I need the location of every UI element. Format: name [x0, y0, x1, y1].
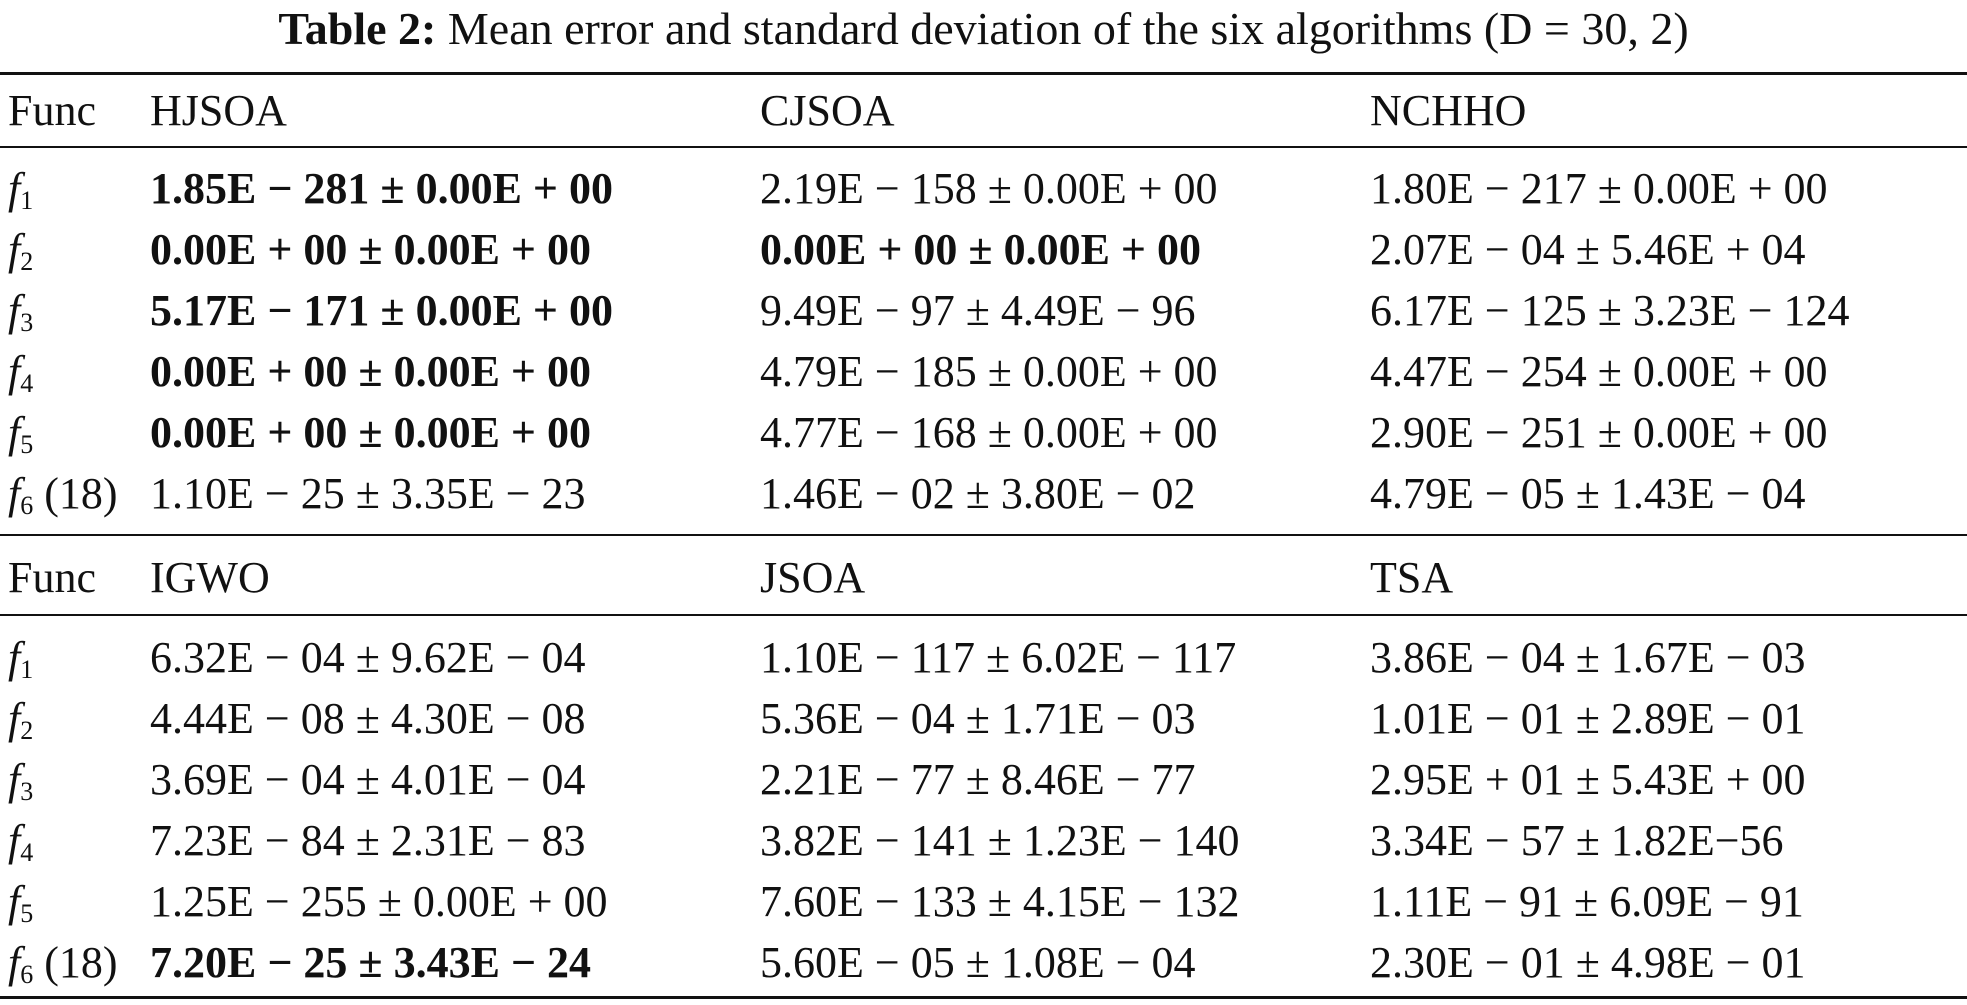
table-row: f1 6.32E − 04 ± 9.62E − 04 1.10E − 117 ±…: [0, 627, 1967, 688]
table-row: f6 (18) 1.10E − 25 ± 3.35E − 23 1.46E − …: [0, 463, 1967, 524]
table-cell: 2.30E − 01 ± 4.98E − 01: [1370, 938, 1806, 987]
table-cell: 4.79E − 05 ± 1.43E − 04: [1370, 469, 1806, 518]
function-label: f2: [8, 694, 34, 745]
table-cell: 6.32E − 04 ± 9.62E − 04: [150, 633, 586, 682]
function-label: f1: [8, 633, 34, 684]
function-label: f5: [8, 877, 34, 928]
header-func: Func: [8, 553, 96, 602]
header-algorithm: CJSOA: [760, 86, 895, 135]
table-cell: 3.34E − 57 ± 1.82E−56: [1370, 816, 1784, 865]
section-rule: [0, 534, 1967, 536]
table-cell: 3.69E − 04 ± 4.01E − 04: [150, 755, 586, 804]
table-cell: 5.17E − 171 ± 0.00E + 00: [150, 286, 613, 335]
function-label: f6 (18): [8, 938, 118, 989]
table-cell: 7.60E − 133 ± 4.15E − 132: [760, 877, 1240, 926]
header-rule: [0, 614, 1967, 616]
header-func: Func: [8, 86, 96, 135]
table-cell: 2.07E − 04 ± 5.46E + 04: [1370, 225, 1806, 274]
table-row: f1 1.85E − 281 ± 0.00E + 00 2.19E − 158 …: [0, 158, 1967, 219]
table-cell: 3.82E − 141 ± 1.23E − 140: [760, 816, 1240, 865]
table-cell: 1.11E − 91 ± 6.09E − 91: [1370, 877, 1804, 926]
table-cell: 4.44E − 08 ± 4.30E − 08: [150, 694, 586, 743]
function-label: f1: [8, 164, 34, 215]
function-label: f4: [8, 816, 34, 867]
table-row: f3 3.69E − 04 ± 4.01E − 04 2.21E − 77 ± …: [0, 749, 1967, 810]
table-cell: 1.46E − 02 ± 3.80E − 02: [760, 469, 1196, 518]
table-cell: 4.79E − 185 ± 0.00E + 00: [760, 347, 1218, 396]
table-cell: 2.95E + 01 ± 5.43E + 00: [1370, 755, 1806, 804]
table-row: f5 0.00E + 00 ± 0.00E + 00 4.77E − 168 ±…: [0, 402, 1967, 463]
table-row: f4 7.23E − 84 ± 2.31E − 83 3.82E − 141 ±…: [0, 810, 1967, 871]
table-cell: 2.90E − 251 ± 0.00E + 00: [1370, 408, 1828, 457]
table-cell: 1.10E − 117 ± 6.02E − 117: [760, 633, 1237, 682]
table-cell: 1.80E − 217 ± 0.00E + 00: [1370, 164, 1828, 213]
table-cell: 4.47E − 254 ± 0.00E + 00: [1370, 347, 1828, 396]
table-cell: 4.77E − 168 ± 0.00E + 00: [760, 408, 1218, 457]
header-algorithm: NCHHO: [1370, 86, 1527, 135]
function-label: f2: [8, 225, 34, 276]
table-cell: 0.00E + 00 ± 0.00E + 00: [760, 225, 1201, 274]
table-row: f6 (18) 7.20E − 25 ± 3.43E − 24 5.60E − …: [0, 932, 1967, 993]
table-caption-text: Mean error and standard deviation of the…: [447, 3, 1689, 54]
top-rule: [0, 72, 1967, 75]
table-cell: 0.00E + 00 ± 0.00E + 00: [150, 408, 591, 457]
header-algorithm: HJSOA: [150, 86, 287, 135]
function-label: f3: [8, 286, 34, 337]
table-row: f4 0.00E + 00 ± 0.00E + 00 4.79E − 185 ±…: [0, 341, 1967, 402]
header-algorithm: TSA: [1370, 553, 1454, 602]
table-header-row: Func HJSOA CJSOA NCHHO: [0, 80, 1967, 141]
table-header-row: Func IGWO JSOA TSA: [0, 547, 1967, 608]
table-caption: Table 2: Mean error and standard deviati…: [0, 0, 1967, 74]
table-cell: 1.25E − 255 ± 0.00E + 00: [150, 877, 608, 926]
bottom-rule: [0, 996, 1967, 999]
table-row: f2 4.44E − 08 ± 4.30E − 08 5.36E − 04 ± …: [0, 688, 1967, 749]
table-row: f2 0.00E + 00 ± 0.00E + 00 0.00E + 00 ± …: [0, 219, 1967, 280]
table-cell: 5.60E − 05 ± 1.08E − 04: [760, 938, 1196, 987]
function-label: f6 (18): [8, 469, 118, 520]
function-label: f5: [8, 408, 34, 459]
table-cell: 3.86E − 04 ± 1.67E − 03: [1370, 633, 1806, 682]
table-cell: 6.17E − 125 ± 3.23E − 124: [1370, 286, 1850, 335]
table-cell: 1.10E − 25 ± 3.35E − 23: [150, 469, 586, 518]
table-cell: 2.21E − 77 ± 8.46E − 77: [760, 755, 1196, 804]
header-rule: [0, 146, 1967, 148]
header-algorithm: JSOA: [760, 553, 866, 602]
table-cell: 5.36E − 04 ± 1.71E − 03: [760, 694, 1196, 743]
function-label: f3: [8, 755, 34, 806]
table-caption-label: Table 2:: [278, 3, 437, 54]
table-cell: 1.01E − 01 ± 2.89E − 01: [1370, 694, 1806, 743]
table-cell: 7.23E − 84 ± 2.31E − 83: [150, 816, 586, 865]
table-row: f3 5.17E − 171 ± 0.00E + 00 9.49E − 97 ±…: [0, 280, 1967, 341]
table-cell: 9.49E − 97 ± 4.49E − 96: [760, 286, 1196, 335]
table-row: f5 1.25E − 255 ± 0.00E + 00 7.60E − 133 …: [0, 871, 1967, 932]
table-cell: 1.85E − 281 ± 0.00E + 00: [150, 164, 613, 213]
header-algorithm: IGWO: [150, 553, 270, 602]
table-cell: 2.19E − 158 ± 0.00E + 00: [760, 164, 1218, 213]
function-label: f4: [8, 347, 34, 398]
table-cell: 0.00E + 00 ± 0.00E + 00: [150, 347, 591, 396]
table-cell: 0.00E + 00 ± 0.00E + 00: [150, 225, 591, 274]
table-cell: 7.20E − 25 ± 3.43E − 24: [150, 938, 591, 987]
